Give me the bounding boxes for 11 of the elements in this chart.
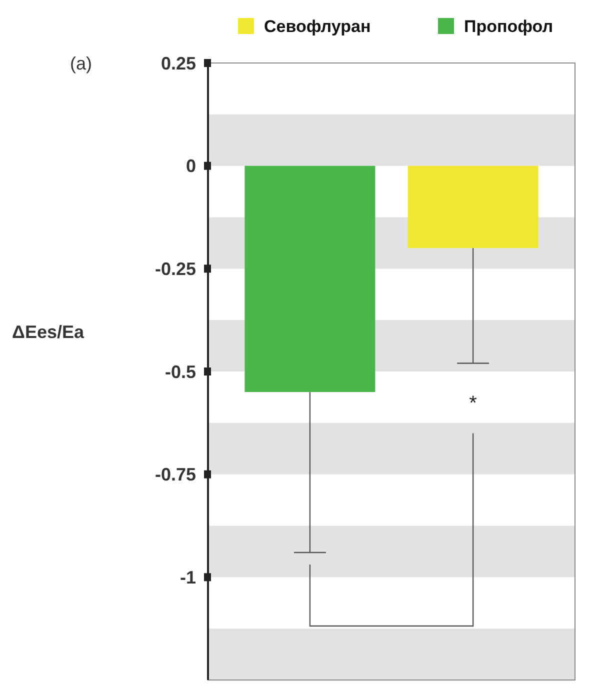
y-tick-label: -0.5 xyxy=(164,362,196,382)
y-tick-label: -1 xyxy=(180,567,196,588)
legend-label: Севофлуран xyxy=(264,16,371,36)
annotation: * xyxy=(469,392,478,414)
y-tick-label: -0.75 xyxy=(154,464,196,485)
text: (a) xyxy=(70,53,92,74)
y-tick-label: 0 xyxy=(186,156,196,176)
y-tick-label: 0.25 xyxy=(160,53,196,74)
legend-label: Пропофол xyxy=(464,16,554,36)
y-axis-title: ΔEes/Ea xyxy=(12,322,85,342)
y-tick-label: -0.25 xyxy=(154,258,196,279)
